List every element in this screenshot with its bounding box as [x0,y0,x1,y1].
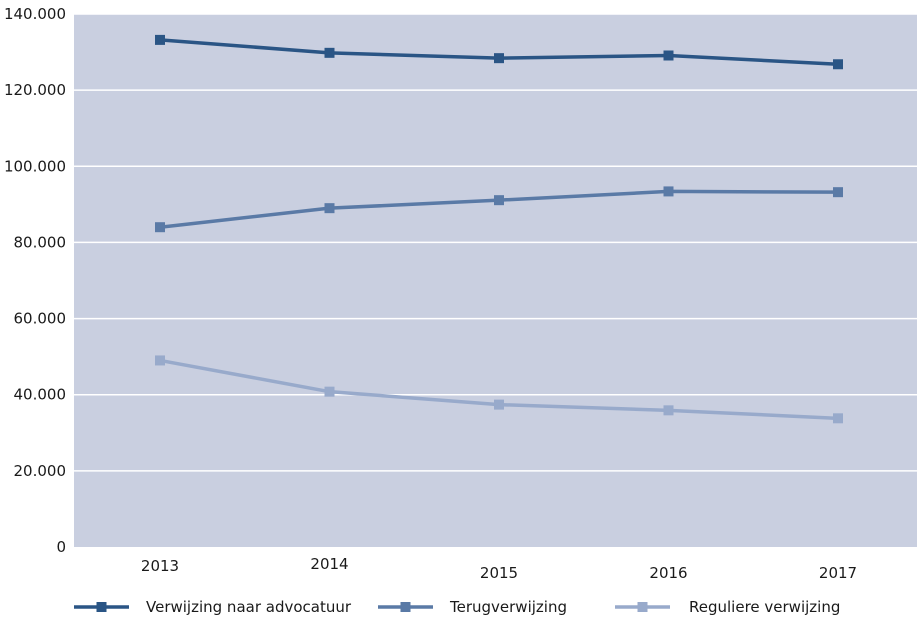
legend-item: Reguliere verwijzing [615,598,840,616]
y-tick-label: 40.000 [14,386,67,404]
series-group [155,34,843,424]
y-tick-label: 60.000 [14,310,67,328]
legend: Verwijzing naar advocatuur Terugverwijzin… [74,598,840,616]
legend-item: Verwijzing naar advocatuur [74,598,352,616]
y-tick-label: 120.000 [4,81,66,99]
legend-label: Verwijzing naar advocatuur [146,598,352,616]
data-point [663,50,674,61]
legend-item: Terugverwijzing [378,598,567,616]
legend-marker [637,602,648,612]
data-point [494,53,504,64]
legend-marker [96,602,107,612]
legend-label: Terugverwijzing [449,598,567,616]
x-tick-label: 2014 [310,555,348,573]
gridlines [74,13,917,472]
data-point [155,222,165,233]
y-tick-label: 80.000 [14,233,67,251]
data-point [324,47,335,58]
y-axis-ticks: 0 20.000 40.000 60.000 80.000 100.000 120.000 1… [4,5,66,556]
data-point [155,355,165,366]
data-point [494,195,504,206]
data-point [833,59,843,70]
x-axis-ticks: 2013 2014 2015 2016 2017 [141,555,857,582]
y-tick-label: 140.000 [4,5,66,23]
data-point [324,386,335,397]
data-point [663,186,674,197]
x-tick-label: 2015 [480,564,518,582]
legend-marker [400,602,411,612]
data-point [833,413,843,424]
x-tick-label: 2017 [819,564,857,582]
y-tick-label: 20.000 [14,462,67,480]
x-tick-label: 2016 [649,564,687,582]
plot-area [74,14,917,547]
y-tick-label: 0 [56,538,66,556]
y-tick-label: 100.000 [4,157,66,175]
data-point [833,187,843,198]
x-tick-label: 2013 [141,557,179,575]
data-point [663,405,674,416]
legend-label: Reguliere verwijzing [689,598,840,616]
data-point [324,203,335,214]
data-point [494,399,504,410]
data-point [155,34,165,45]
